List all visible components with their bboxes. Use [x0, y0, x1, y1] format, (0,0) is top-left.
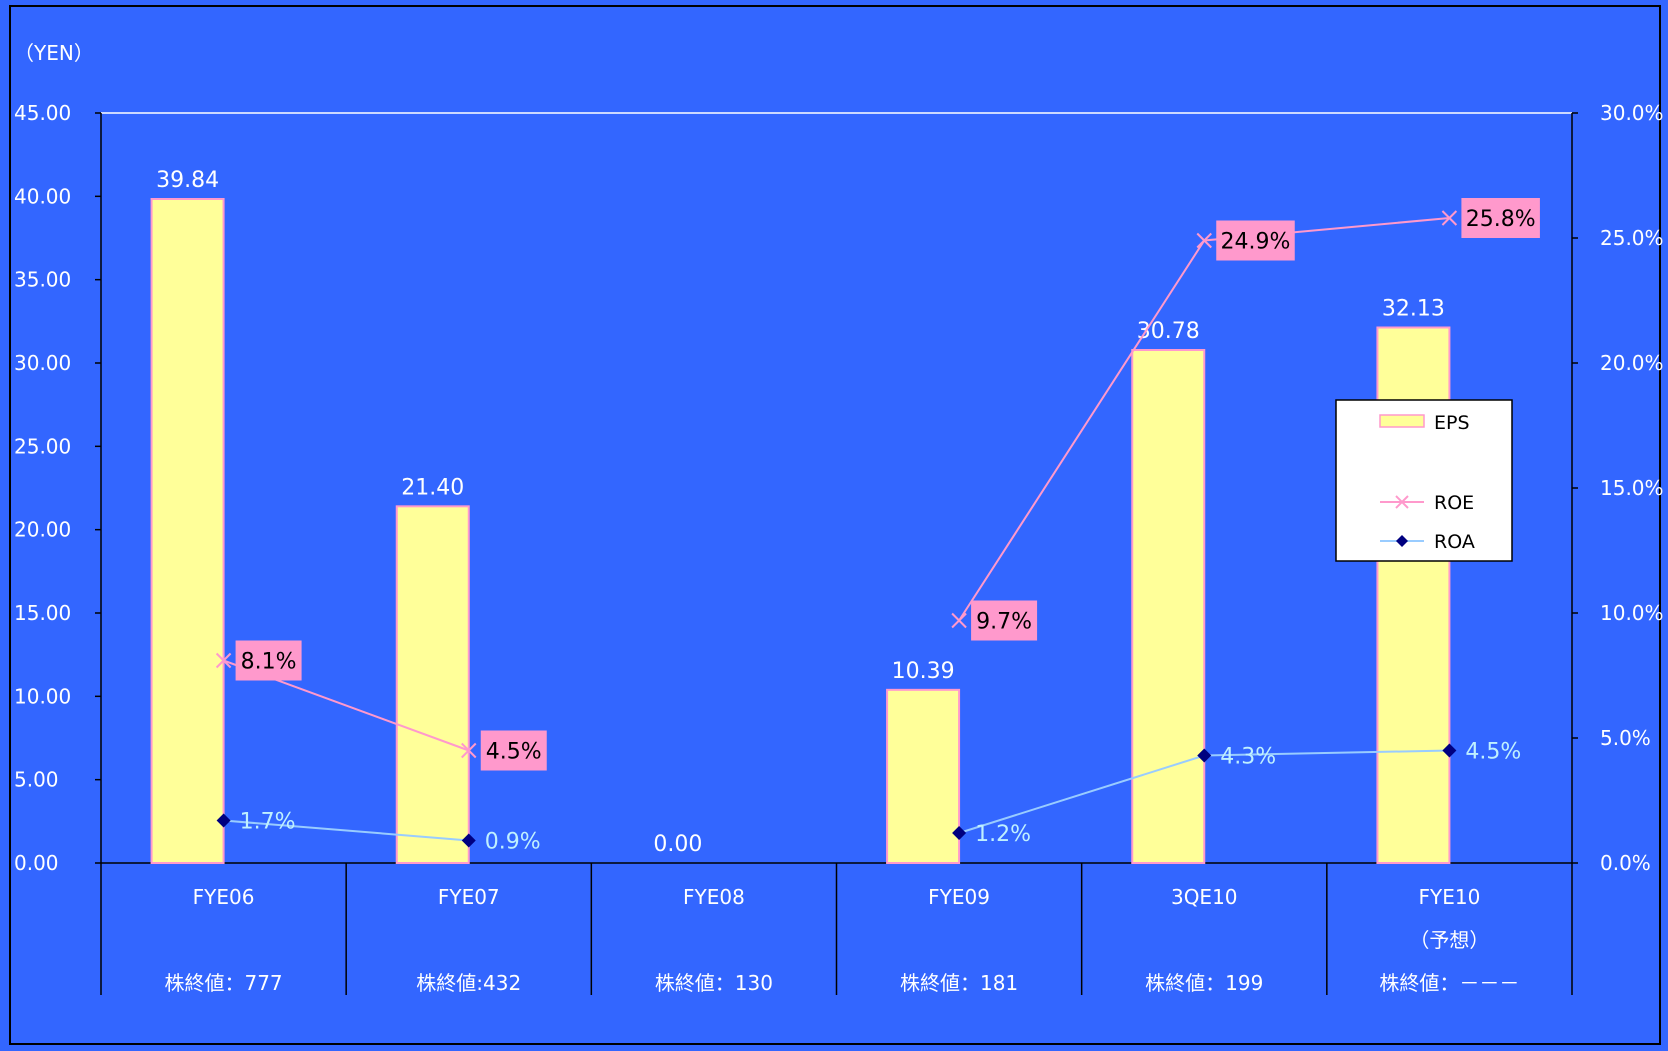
right-tick-label: 15.0%	[1600, 476, 1664, 500]
category-label: FYE10	[1419, 885, 1481, 909]
roe-point	[215, 652, 232, 669]
legend-eps-swatch	[1379, 414, 1425, 428]
eps-bar-label: 0.00	[653, 832, 702, 857]
legend-eps-label: EPS	[1434, 412, 1470, 434]
closing-price-label: 株終値：199	[1145, 971, 1263, 995]
left-tick-label: 0.00	[14, 851, 59, 875]
closing-price-label: 株終値：130	[655, 971, 773, 995]
roe-label: 8.1%	[241, 650, 297, 675]
eps-bar	[1131, 349, 1206, 864]
roe-label-box	[235, 640, 302, 681]
right-tick-label: 30.0%	[1600, 101, 1664, 125]
closing-price-label: 株終値：777	[164, 971, 282, 995]
roe-label: 25.8%	[1466, 207, 1536, 232]
roa-label: 4.3%	[1220, 745, 1276, 770]
legend-roe-label: ROE	[1434, 492, 1474, 514]
roe-label: 24.9%	[1221, 230, 1291, 255]
left-tick-label: 20.00	[14, 518, 71, 542]
legend-roa-label: ROA	[1434, 531, 1475, 553]
eps-bar	[150, 198, 225, 864]
roe-series: 8.1% 4.5% 9.7% 24.9% 25.8%	[215, 198, 1540, 771]
closing-price-label: 株終値：181	[900, 971, 1018, 995]
eps-bar-label: 39.84	[156, 168, 219, 193]
legend-roa-marker	[1396, 535, 1408, 547]
right-tick-label: 25.0%	[1600, 226, 1664, 250]
eps-bar-label: 32.13	[1382, 297, 1445, 322]
roa-label: 1.7%	[240, 810, 296, 835]
roa-label: 1.2%	[975, 822, 1031, 847]
eps-bar	[395, 505, 470, 864]
roe-label-box	[1461, 198, 1540, 238]
category-label: 3QE10	[1171, 885, 1238, 909]
closing-price-label: 株終値:432	[416, 971, 521, 995]
category-label: FYE06	[193, 885, 255, 909]
roa-label: 0.9%	[485, 830, 541, 855]
roe-point	[951, 612, 967, 629]
legend-roe-marker	[1395, 495, 1409, 509]
roa-label: 4.5%	[1465, 740, 1521, 765]
roa-line	[223, 819, 469, 842]
legend: EPS ROE ROA	[1335, 399, 1513, 562]
left-axis-ticks: 0.00 5.00 10.00 15.00 20.00 25.00 30.00 35.00 40…	[14, 101, 101, 875]
roa-point	[461, 833, 476, 848]
right-tick-label: 0.0%	[1600, 851, 1651, 875]
y-axis-unit-label: （YEN）	[14, 41, 94, 65]
left-tick-label: 30.00	[14, 351, 71, 375]
eps-bar-label: 10.39	[892, 659, 955, 684]
roe-label: 4.5%	[486, 740, 542, 765]
category-note: （予想）	[1409, 928, 1489, 952]
eps-bar-label: 21.40	[401, 475, 464, 500]
roe-point	[461, 742, 477, 759]
category-label: FYE07	[438, 885, 500, 909]
roa-point	[952, 826, 967, 840]
roa-point	[1197, 748, 1212, 763]
roe-label-box	[1216, 220, 1295, 261]
right-tick-label: 20.0%	[1600, 351, 1664, 375]
right-tick-label: 5.0%	[1600, 726, 1651, 750]
category-label: FYE09	[928, 885, 990, 909]
roa-point	[216, 813, 231, 828]
outer-border	[9, 5, 1661, 1045]
roe-point	[1196, 232, 1212, 249]
left-tick-label: 45.00	[14, 101, 71, 125]
category-table: FYE06 株終値：777 FYE07 株終値:432 FYE08 株終値：130 FYE0…	[100, 863, 1573, 995]
right-axis-ticks: 0.0% 5.0% 10.0% 15.0% 20.0% 25.0% 30.0%	[1572, 101, 1664, 875]
left-tick-label: 35.00	[14, 268, 71, 292]
right-tick-label: 10.0%	[1600, 601, 1664, 625]
closing-price-label: 株終値：－－－	[1379, 971, 1519, 995]
eps-bar-label: 30.78	[1137, 319, 1200, 344]
roe-label-box	[971, 600, 1038, 641]
left-tick-label: 25.00	[14, 434, 71, 458]
eps-bar	[886, 688, 961, 864]
roa-point	[1442, 743, 1457, 758]
roe-label: 9.7%	[976, 610, 1032, 635]
roe-point	[1441, 210, 1458, 226]
roa-series: 1.7% 0.9% 1.2% 4.3% 4.5%	[216, 740, 1521, 855]
left-tick-label: 5.00	[14, 768, 59, 792]
left-tick-label: 15.00	[14, 601, 71, 625]
left-tick-label: 40.00	[14, 184, 71, 208]
roe-label-box	[480, 730, 547, 771]
left-tick-label: 10.00	[14, 684, 71, 708]
category-label: FYE08	[683, 885, 745, 909]
